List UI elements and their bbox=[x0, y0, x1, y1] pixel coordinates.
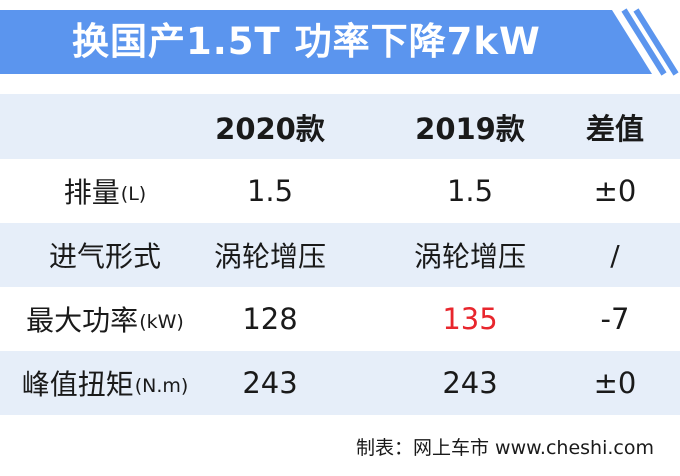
table-row-power: 最大功率 (kW) 128 135 -7 bbox=[0, 287, 680, 351]
row-unit: (kW) bbox=[139, 311, 184, 333]
value-2019: 涡轮增压 bbox=[413, 240, 526, 273]
value-2019-highlight: 135 bbox=[442, 302, 498, 336]
spec-table: 2020款 2019款 差值 排量 (L) 1.5 1.5 ±0 进气形式 涡轮增… bbox=[0, 94, 680, 415]
value-2019: 243 bbox=[442, 366, 498, 400]
value-diff: / bbox=[610, 238, 620, 272]
row-unit: (N.m) bbox=[134, 375, 189, 397]
row-label: 排量 (L) bbox=[0, 159, 210, 223]
value-2020: 1.5 bbox=[246, 174, 294, 208]
row-label-text: 进气形式 bbox=[48, 240, 161, 273]
table-row-displacement: 排量 (L) 1.5 1.5 ±0 bbox=[0, 159, 680, 223]
value-diff: -7 bbox=[600, 302, 630, 336]
value-2019: 1.5 bbox=[446, 174, 494, 208]
row-label: 最大功率 (kW) bbox=[0, 287, 210, 351]
row-label: 进气形式 bbox=[0, 223, 210, 287]
value-2020: 128 bbox=[242, 302, 298, 336]
header-2019: 2019款 bbox=[415, 111, 525, 146]
header-diff: 差值 bbox=[585, 111, 644, 146]
page-title: 换国产1.5T 功率下降7kW bbox=[72, 20, 541, 63]
table-row-intake: 进气形式 涡轮增压 涡轮增压 / bbox=[0, 223, 680, 287]
row-unit: (L) bbox=[120, 183, 147, 205]
value-diff: ±0 bbox=[593, 174, 637, 208]
row-label-text: 排量 bbox=[63, 176, 120, 209]
value-2020: 243 bbox=[242, 366, 298, 400]
row-label-text: 峰值扭矩 bbox=[21, 368, 134, 401]
row-label: 峰值扭矩 (N.m) bbox=[0, 351, 210, 415]
value-diff: ±0 bbox=[593, 366, 637, 400]
title-banner: 换国产1.5T 功率下降7kW bbox=[0, 0, 680, 84]
value-2020: 涡轮增压 bbox=[213, 240, 326, 273]
table-row-torque: 峰值扭矩 (N.m) 243 243 ±0 bbox=[0, 351, 680, 415]
table-header-row: 2020款 2019款 差值 bbox=[0, 94, 680, 159]
header-empty bbox=[0, 94, 210, 159]
banner-shape bbox=[0, 8, 679, 76]
source-credit: 制表：网上车市 www.cheshi.com bbox=[356, 437, 654, 459]
header-2020: 2020款 bbox=[215, 111, 325, 146]
row-label-text: 最大功率 bbox=[26, 304, 139, 337]
